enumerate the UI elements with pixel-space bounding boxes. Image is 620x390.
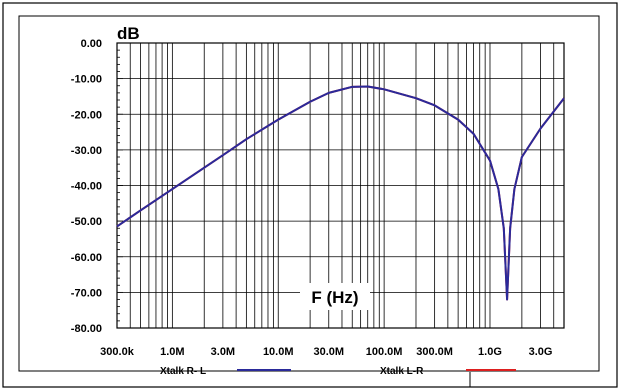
y-axis: 0.00 -10.00 -20.00 -30.00 -40.00 -50.00 -60.00… [71, 38, 123, 335]
x-axis-label: F (Hz) [311, 288, 358, 307]
legend-label: Xtalk R- L [160, 366, 206, 377]
x-axis: 300.0k 1.0M 3.0M 10.0M 30.0M 100.0M 300.0M 1.0G… [100, 346, 552, 358]
x-tick-label: 100.0M [366, 346, 403, 358]
x-tick-label: 1.0G [478, 346, 502, 358]
x-tick-label: 3.0M [211, 346, 235, 358]
y-tick-label: -40.00 [71, 181, 102, 193]
y-tick-label: 0.00 [81, 38, 102, 50]
legend: Xtalk R- L Xtalk L-R [160, 366, 516, 377]
x-tick-label: 300.0M [416, 346, 453, 358]
y-tick-label: -30.00 [71, 145, 102, 157]
x-tick-label: 10.0M [263, 346, 294, 358]
series-group [116, 85, 565, 301]
y-tick-label: -20.00 [71, 109, 102, 121]
y-tick-label: -50.00 [71, 216, 102, 228]
x-tick-label: 300.0k [100, 346, 135, 358]
x-tick-label: 1.0M [160, 346, 184, 358]
x-tick-label: 30.0M [313, 346, 344, 358]
inner-border [18, 15, 600, 372]
x-axis-label-box [300, 283, 370, 310]
y-tick-label: -10.00 [71, 74, 102, 86]
y-tick-label: -60.00 [71, 252, 102, 264]
grid [117, 43, 564, 328]
y-axis-label: dB [117, 24, 140, 43]
y-tick-label: -80.00 [71, 323, 102, 335]
series-line-1 [116, 85, 565, 301]
x-tick-label: 3.0G [529, 346, 553, 358]
y-tick-label: -70.00 [71, 287, 102, 299]
legend-label: Xtalk L-R [380, 366, 424, 377]
